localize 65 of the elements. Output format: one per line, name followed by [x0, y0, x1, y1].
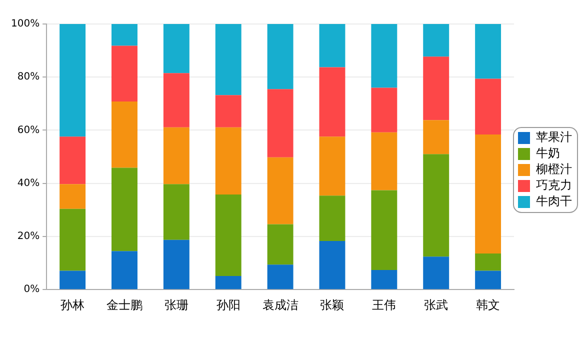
bar — [423, 256, 450, 290]
bar — [163, 24, 190, 74]
bar — [475, 24, 502, 79]
bar — [215, 127, 242, 195]
bar — [215, 24, 242, 96]
x-tick-label: 孙阳 — [216, 298, 240, 312]
legend-label: 牛肉干 — [536, 194, 572, 208]
bar — [423, 56, 450, 120]
bar — [60, 136, 86, 184]
y-tick-label: 20% — [17, 231, 40, 242]
y-tick-label: 40% — [17, 178, 40, 189]
bar — [60, 270, 86, 290]
bar — [267, 24, 294, 90]
x-tick-label: 韩文 — [476, 298, 500, 312]
x-tick-label: 孙林 — [60, 298, 85, 312]
legend-label: 巧克力 — [536, 178, 572, 192]
legend-label: 柳橙汁 — [536, 162, 572, 176]
x-tick-label: 张珊 — [164, 298, 188, 312]
bar — [112, 24, 138, 46]
legend-label: 苹果汁 — [536, 130, 572, 144]
bar — [319, 240, 346, 290]
x-tick-label: 王伟 — [372, 298, 396, 312]
bar — [112, 168, 138, 252]
bar — [319, 136, 346, 196]
bar — [371, 24, 398, 88]
bar — [163, 184, 190, 240]
bar — [475, 270, 502, 290]
bar — [319, 196, 346, 241]
bar — [371, 88, 398, 132]
bar — [319, 24, 346, 68]
bar — [267, 224, 294, 265]
bar — [371, 190, 398, 270]
x-tick-label: 袁成洁 — [262, 298, 298, 312]
x-tick-label: 张颖 — [320, 298, 344, 312]
bar — [319, 67, 346, 137]
bar — [267, 157, 294, 224]
bar — [163, 127, 190, 184]
bar — [60, 24, 86, 137]
bar — [371, 270, 398, 290]
bar — [163, 73, 190, 128]
y-tick-label: 100% — [10, 18, 40, 30]
bar — [112, 251, 138, 290]
bar — [60, 208, 86, 271]
bar — [215, 95, 242, 128]
bar — [215, 194, 242, 276]
bar — [267, 264, 294, 290]
bar — [60, 184, 86, 209]
bar — [215, 276, 242, 290]
bar — [112, 102, 138, 168]
bar — [475, 78, 502, 134]
bar — [475, 253, 502, 271]
y-tick-label: 0% — [24, 284, 40, 296]
bar — [163, 240, 190, 290]
bar — [423, 120, 450, 154]
x-tick-label: 金士鹏 — [106, 298, 142, 312]
bar — [423, 154, 450, 257]
bar — [112, 46, 138, 102]
bar — [371, 132, 398, 190]
y-tick-label: 80% — [17, 72, 40, 83]
bar — [267, 89, 294, 158]
bar — [475, 134, 502, 254]
legend-label: 牛奶 — [536, 146, 560, 160]
x-tick-label: 张武 — [424, 298, 448, 312]
bar — [423, 24, 450, 57]
y-tick-label: 60% — [17, 124, 40, 136]
